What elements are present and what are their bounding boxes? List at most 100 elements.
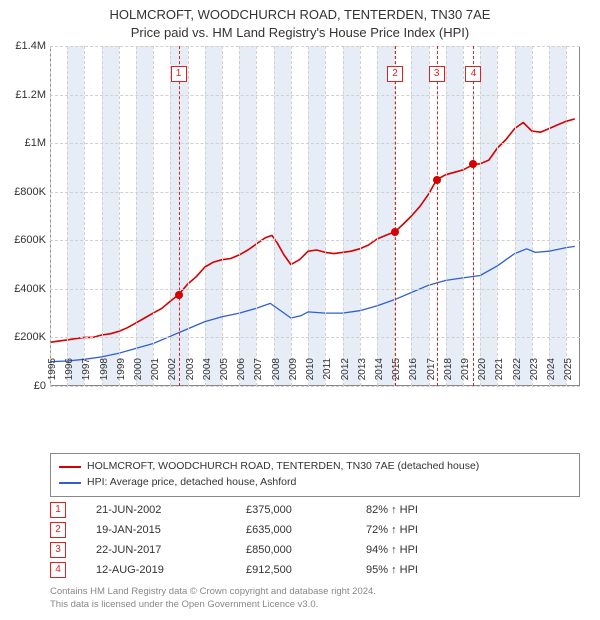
x-tick-label: 2007 — [253, 358, 264, 388]
y-tick-label: £400K — [2, 283, 46, 295]
x-tick-label: 2021 — [494, 358, 505, 388]
x-tick-label: 2015 — [391, 358, 402, 388]
chart-container: HOLMCROFT, WOODCHURCH ROAD, TENTERDEN, T… — [0, 0, 600, 620]
chart-area: 1995199619971998199920002001200220032004… — [0, 46, 600, 416]
y-tick-label: £1.2M — [2, 89, 46, 101]
sale-marker-label: 2 — [387, 66, 403, 82]
x-tick-label: 2014 — [374, 358, 385, 388]
sale-number-icon: 2 — [50, 522, 66, 538]
legend-swatch — [59, 482, 81, 484]
sale-row: 121-JUN-2002£375,00082% ↑ HPI — [50, 500, 580, 520]
sale-vs-hpi: 94% ↑ HPI — [366, 544, 580, 556]
x-tick-label: 1996 — [64, 358, 75, 388]
v-gridline — [102, 46, 103, 386]
h-gridline — [50, 289, 580, 290]
v-gridline — [480, 46, 481, 386]
plot-area: 1995199619971998199920002001200220032004… — [50, 46, 580, 386]
sale-vs-hpi: 72% ↑ HPI — [366, 524, 580, 536]
v-gridline — [274, 46, 275, 386]
v-gridline — [308, 46, 309, 386]
data-lines — [50, 46, 580, 386]
sale-date: 21-JUN-2002 — [96, 504, 246, 516]
event-line — [473, 46, 474, 386]
legend-label: HOLMCROFT, WOODCHURCH ROAD, TENTERDEN, T… — [87, 459, 479, 475]
x-tick-label: 2023 — [529, 358, 540, 388]
x-tick-label: 2019 — [460, 358, 471, 388]
event-line — [179, 46, 180, 386]
x-tick-label: 2002 — [167, 358, 178, 388]
x-tick-label: 2016 — [408, 358, 419, 388]
h-gridline — [50, 143, 580, 144]
y-tick-label: £1M — [2, 137, 46, 149]
legend-item: HOLMCROFT, WOODCHURCH ROAD, TENTERDEN, T… — [59, 459, 571, 475]
sale-vs-hpi: 82% ↑ HPI — [366, 504, 580, 516]
sale-price: £375,000 — [246, 504, 366, 516]
v-gridline — [153, 46, 154, 386]
h-gridline — [50, 46, 580, 47]
v-gridline — [532, 46, 533, 386]
sales-table: 121-JUN-2002£375,00082% ↑ HPI219-JAN-201… — [50, 500, 580, 580]
x-tick-label: 2004 — [202, 358, 213, 388]
h-gridline — [50, 337, 580, 338]
title-line-2: Price paid vs. HM Land Registry's House … — [0, 24, 600, 42]
y-tick-label: £800K — [2, 186, 46, 198]
sale-marker-dot — [175, 291, 183, 299]
v-gridline — [119, 46, 120, 386]
h-gridline — [50, 95, 580, 96]
sale-vs-hpi: 95% ↑ HPI — [366, 564, 580, 576]
x-tick-label: 1995 — [47, 358, 58, 388]
x-tick-label: 2010 — [305, 358, 316, 388]
x-tick-label: 2012 — [340, 358, 351, 388]
v-gridline — [222, 46, 223, 386]
x-tick-label: 2025 — [563, 358, 574, 388]
v-gridline — [566, 46, 567, 386]
sale-price: £635,000 — [246, 524, 366, 536]
legend: HOLMCROFT, WOODCHURCH ROAD, TENTERDEN, T… — [50, 453, 580, 497]
sale-marker-dot — [391, 228, 399, 236]
x-tick-label: 1998 — [99, 358, 110, 388]
legend-swatch — [59, 466, 81, 468]
v-gridline — [67, 46, 68, 386]
x-tick-label: 2005 — [219, 358, 230, 388]
property-line — [50, 119, 575, 342]
sale-date: 22-JUN-2017 — [96, 544, 246, 556]
v-gridline — [411, 46, 412, 386]
title-line-1: HOLMCROFT, WOODCHURCH ROAD, TENTERDEN, T… — [0, 6, 600, 24]
v-gridline — [463, 46, 464, 386]
v-gridline — [497, 46, 498, 386]
x-tick-label: 2000 — [133, 358, 144, 388]
v-gridline — [377, 46, 378, 386]
y-tick-label: £0 — [2, 380, 46, 392]
v-gridline — [205, 46, 206, 386]
x-tick-label: 2020 — [477, 358, 488, 388]
x-tick-label: 2008 — [271, 358, 282, 388]
sale-price: £912,500 — [246, 564, 366, 576]
x-tick-label: 2003 — [185, 358, 196, 388]
sale-marker-label: 4 — [465, 66, 481, 82]
sale-marker-label: 3 — [429, 66, 445, 82]
h-gridline — [50, 192, 580, 193]
footnote-line-2: This data is licensed under the Open Gov… — [50, 599, 580, 612]
sale-price: £850,000 — [246, 544, 366, 556]
sale-row: 322-JUN-2017£850,00094% ↑ HPI — [50, 540, 580, 560]
event-line — [395, 46, 396, 386]
x-tick-label: 2018 — [443, 358, 454, 388]
sale-number-icon: 4 — [50, 562, 66, 578]
hpi-line — [50, 246, 575, 361]
v-gridline — [256, 46, 257, 386]
sale-marker-dot — [433, 176, 441, 184]
y-tick-label: £600K — [2, 234, 46, 246]
v-gridline — [325, 46, 326, 386]
legend-item: HPI: Average price, detached house, Ashf… — [59, 475, 571, 491]
sale-marker-label: 1 — [171, 66, 187, 82]
v-gridline — [446, 46, 447, 386]
x-tick-label: 2011 — [322, 358, 333, 388]
x-tick-label: 2009 — [288, 358, 299, 388]
legend-label: HPI: Average price, detached house, Ashf… — [87, 475, 296, 491]
v-gridline — [188, 46, 189, 386]
v-gridline — [549, 46, 550, 386]
sale-row: 412-AUG-2019£912,50095% ↑ HPI — [50, 560, 580, 580]
footnote-line-1: Contains HM Land Registry data © Crown c… — [50, 586, 580, 599]
x-tick-label: 1997 — [81, 358, 92, 388]
sale-row: 219-JAN-2015£635,00072% ↑ HPI — [50, 520, 580, 540]
